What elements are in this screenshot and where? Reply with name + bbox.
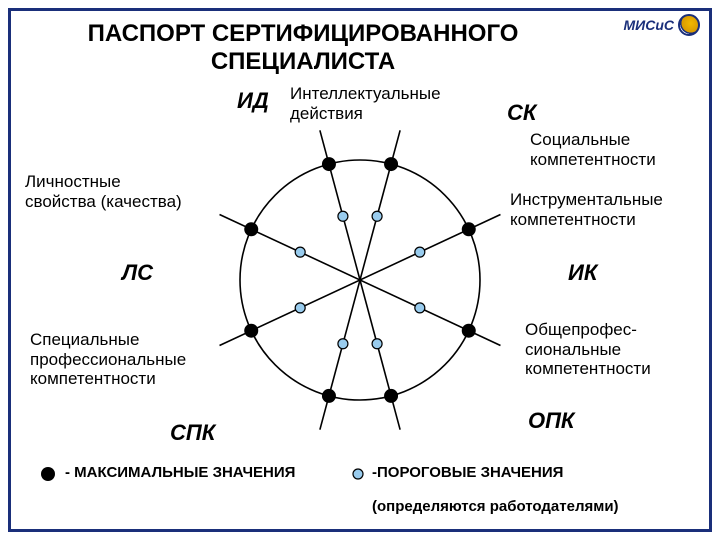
- axis-desc-ik: Инструментальные компетентности: [510, 190, 710, 229]
- axis-abbr-ik: ИК: [568, 260, 597, 285]
- axis-abbr-sk: СК: [507, 100, 536, 125]
- axis-abbr-ls: ЛС: [122, 260, 153, 285]
- axis-abbr-id: ИД: [237, 88, 269, 113]
- legend-max-label: - МАКСИМАЛЬНЫЕ ЗНАЧЕНИЯ: [65, 464, 295, 481]
- legend-note: (определяются работодателями): [372, 498, 619, 515]
- axis-abbr-opk: ОПК: [528, 408, 574, 433]
- legend-threshold-marker-icon: [350, 466, 366, 482]
- axis-desc-sk: Социальные компетентности: [530, 130, 700, 169]
- legend-max-marker-icon: [40, 466, 56, 482]
- radar-diagram: [0, 0, 720, 540]
- axis-desc-spk: Специальные профессиональные компетентно…: [30, 330, 210, 389]
- axis-desc-ls: Личностные свойства (качества): [25, 172, 195, 211]
- axis-desc-opk: Общепрофес- сиональные компетентности: [525, 320, 695, 379]
- axis-desc-id: Интеллектуальные действия: [290, 84, 460, 123]
- axis-abbr-spk: СПК: [170, 420, 215, 445]
- legend-threshold-label: -ПОРОГОВЫЕ ЗНАЧЕНИЯ: [372, 464, 563, 481]
